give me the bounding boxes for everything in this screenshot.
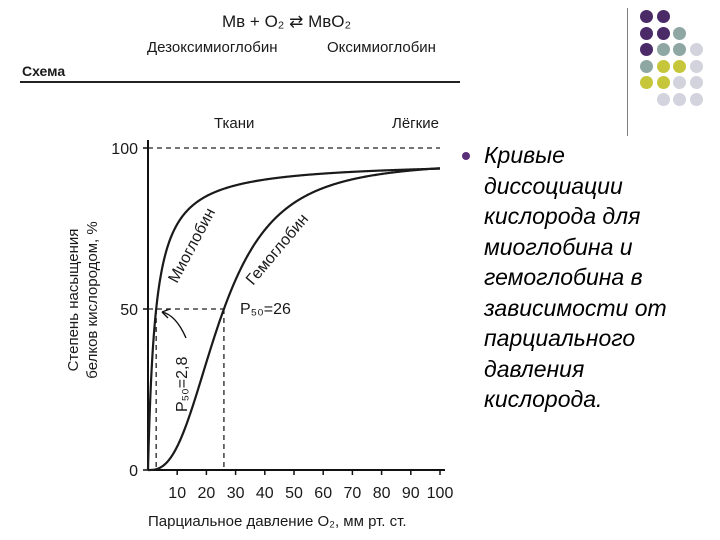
decorative-dot [656, 26, 670, 40]
bullet-icon [462, 152, 470, 160]
decorative-dot [673, 92, 686, 106]
deoxymyoglobin-label: Дезоксимиоглобин [147, 39, 278, 56]
p50-hemoglobin-annotation: P₅₀=26 [240, 301, 291, 318]
x-tick-label-40: 40 [256, 485, 274, 502]
x-tick-label-90: 90 [402, 485, 420, 502]
series-line-myoglobin [146, 167, 441, 471]
y-tick-label-50: 50 [120, 302, 138, 319]
decorative-dot [689, 92, 703, 106]
x-tick-label-100: 100 [427, 485, 454, 502]
myoglobin-curve-label: Миоглобин [166, 205, 220, 285]
decorative-dot [640, 59, 653, 73]
p50-myoglobin-annotation: P₅₀=2,8 [174, 357, 191, 412]
decorative-dot [640, 10, 653, 23]
decorative-dot [673, 43, 686, 56]
bullet-text: Кривые диссоциации кислорода для миоглоб… [484, 142, 667, 412]
y-axis-label-line2: белков кислородом, % [84, 221, 101, 378]
x-tick-label-20: 20 [198, 485, 216, 502]
tissues-label: Ткани [214, 115, 254, 132]
y-tick-label-100: 100 [111, 141, 138, 158]
decorative-dot [673, 26, 686, 40]
decorative-dot [656, 92, 670, 106]
equation-text: Mв + O₂ ⇄ MвO₂ [222, 12, 351, 31]
y-axis-label-line1: Степень насыщения [65, 229, 82, 372]
x-tick-label-10: 10 [168, 485, 186, 502]
lungs-label: Лёгкие [392, 115, 439, 132]
y-tick-label-0: 0 [129, 463, 138, 480]
p50-myoglobin-pointer-head [161, 308, 171, 319]
decorative-dot [656, 59, 670, 73]
divider-line [627, 8, 628, 136]
x-tick-label-80: 80 [373, 485, 391, 502]
decorative-dot [640, 43, 653, 56]
decorative-dot [673, 59, 686, 73]
x-tick-label-70: 70 [344, 485, 362, 502]
decorative-dot-grid [640, 10, 720, 120]
decorative-dot [640, 26, 653, 40]
decorative-dot [689, 76, 703, 89]
decorative-dot [656, 76, 670, 89]
oxymyoglobin-label: Оксимиоглобин [327, 39, 436, 56]
decorative-dot [689, 43, 703, 56]
x-tick-label-60: 60 [314, 485, 332, 502]
decorative-dot [673, 76, 686, 89]
x-tick-label-50: 50 [285, 485, 303, 502]
series-line-hemoglobin [148, 167, 441, 472]
oxygen-dissociation-chart: Mв + O₂ ⇄ MвO₂ Дезоксимиоглобин Оксимиог… [20, 12, 460, 530]
p50-myoglobin-pointer [161, 311, 187, 339]
x-tick-label-30: 30 [227, 485, 245, 502]
decorative-dot [640, 76, 653, 89]
hemoglobin-curve-label: Гемоглобин [243, 211, 312, 289]
x-axis-label: Парциальное давление O₂, мм рт. ст. [148, 513, 407, 530]
decorative-dot [656, 43, 670, 56]
scheme-label: Схема [22, 63, 65, 79]
decorative-dot [689, 59, 703, 73]
decorative-dot [656, 10, 670, 23]
